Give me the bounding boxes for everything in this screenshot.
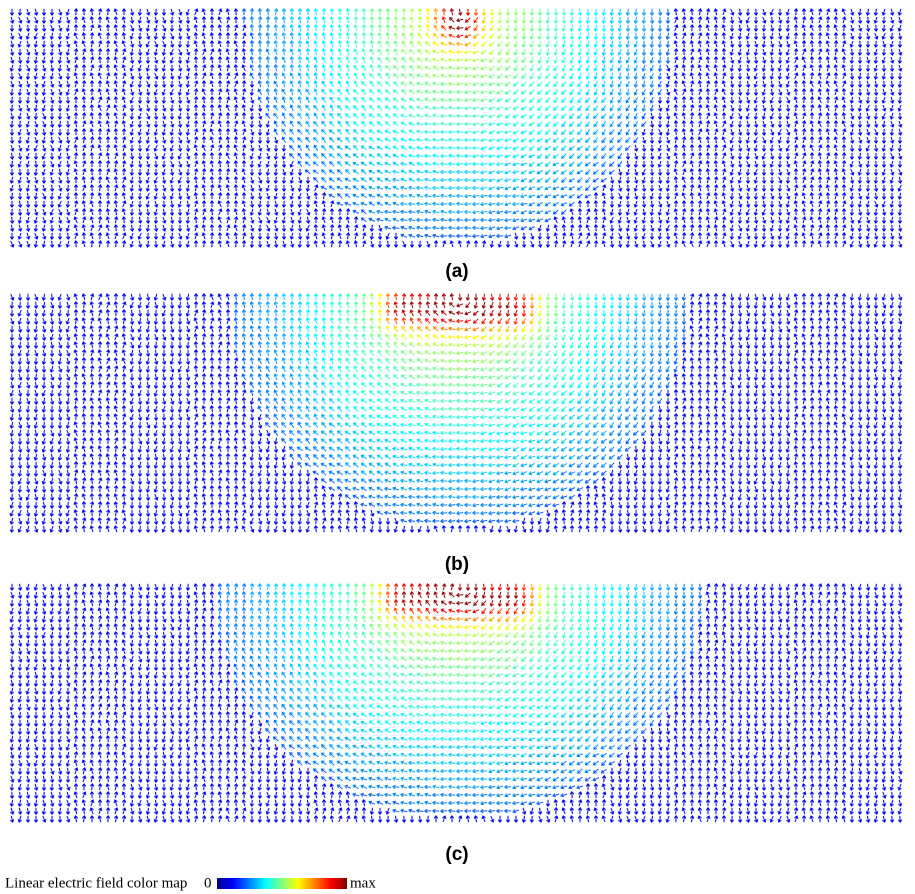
arrows xyxy=(377,590,534,623)
arrows xyxy=(393,582,527,615)
arrows xyxy=(401,583,527,615)
arrows xyxy=(425,7,487,55)
arrows xyxy=(353,7,567,127)
arrows xyxy=(313,582,599,726)
arrows xyxy=(464,8,471,31)
panel-label: (c) xyxy=(445,844,468,865)
arrows xyxy=(393,317,534,333)
arrows xyxy=(369,583,551,662)
colorbar xyxy=(217,878,347,889)
arrows xyxy=(401,292,510,317)
arrows xyxy=(393,292,511,324)
arrows xyxy=(385,583,535,623)
arrows xyxy=(233,292,687,524)
arrows xyxy=(313,7,607,167)
arrows xyxy=(385,301,399,325)
panels xyxy=(9,7,903,824)
colorbar-max: max xyxy=(350,875,376,891)
arrows xyxy=(266,582,647,766)
arrows xyxy=(385,293,535,332)
arrows xyxy=(401,582,518,607)
arrows xyxy=(385,292,535,332)
arrows xyxy=(369,292,551,372)
arrows xyxy=(289,582,623,742)
colorbar-min: 0 xyxy=(204,875,212,891)
colorbar-title: Linear electric field color map xyxy=(5,875,187,891)
vector-field xyxy=(9,582,903,824)
arrows xyxy=(393,582,519,614)
arrows xyxy=(377,583,543,631)
arrows xyxy=(289,7,623,191)
arrows xyxy=(337,582,583,702)
arrows xyxy=(441,16,464,39)
arrows xyxy=(377,293,543,341)
arrows xyxy=(385,582,535,622)
arrows xyxy=(425,8,495,55)
arrows xyxy=(401,293,519,318)
arrows xyxy=(9,582,903,824)
arrows xyxy=(433,7,479,47)
arrows xyxy=(369,301,542,348)
arrows xyxy=(225,582,695,806)
arrows xyxy=(257,292,655,500)
arrows xyxy=(217,582,703,814)
arrows xyxy=(393,292,527,325)
vector-field xyxy=(9,292,903,534)
arrows xyxy=(393,7,527,87)
arrows xyxy=(448,7,471,30)
arrows xyxy=(9,292,903,534)
arrows xyxy=(249,582,671,790)
arrows xyxy=(449,8,464,31)
arrows xyxy=(433,8,487,46)
arrows xyxy=(425,293,527,325)
arrows xyxy=(345,292,575,412)
arrows xyxy=(401,583,519,607)
arrows xyxy=(241,292,679,516)
arrows xyxy=(369,582,542,638)
arrows xyxy=(440,7,479,39)
arrows xyxy=(361,293,559,388)
arrows xyxy=(241,7,671,239)
arrows xyxy=(9,7,903,249)
panel-label: (b) xyxy=(445,554,469,575)
arrows xyxy=(377,292,526,340)
vector-field xyxy=(9,7,903,249)
arrows xyxy=(321,292,591,436)
arrows xyxy=(281,292,639,476)
arrows xyxy=(369,7,543,103)
arrows xyxy=(249,7,663,231)
arrows xyxy=(385,590,398,615)
arrows xyxy=(305,292,615,452)
arrows xyxy=(273,7,647,215)
arrows xyxy=(377,582,543,630)
arrows xyxy=(409,7,503,63)
arrows xyxy=(433,16,447,39)
arrows xyxy=(353,582,559,678)
panel-label: (a) xyxy=(445,261,468,282)
arrows xyxy=(473,8,479,32)
arrows xyxy=(329,7,583,151)
